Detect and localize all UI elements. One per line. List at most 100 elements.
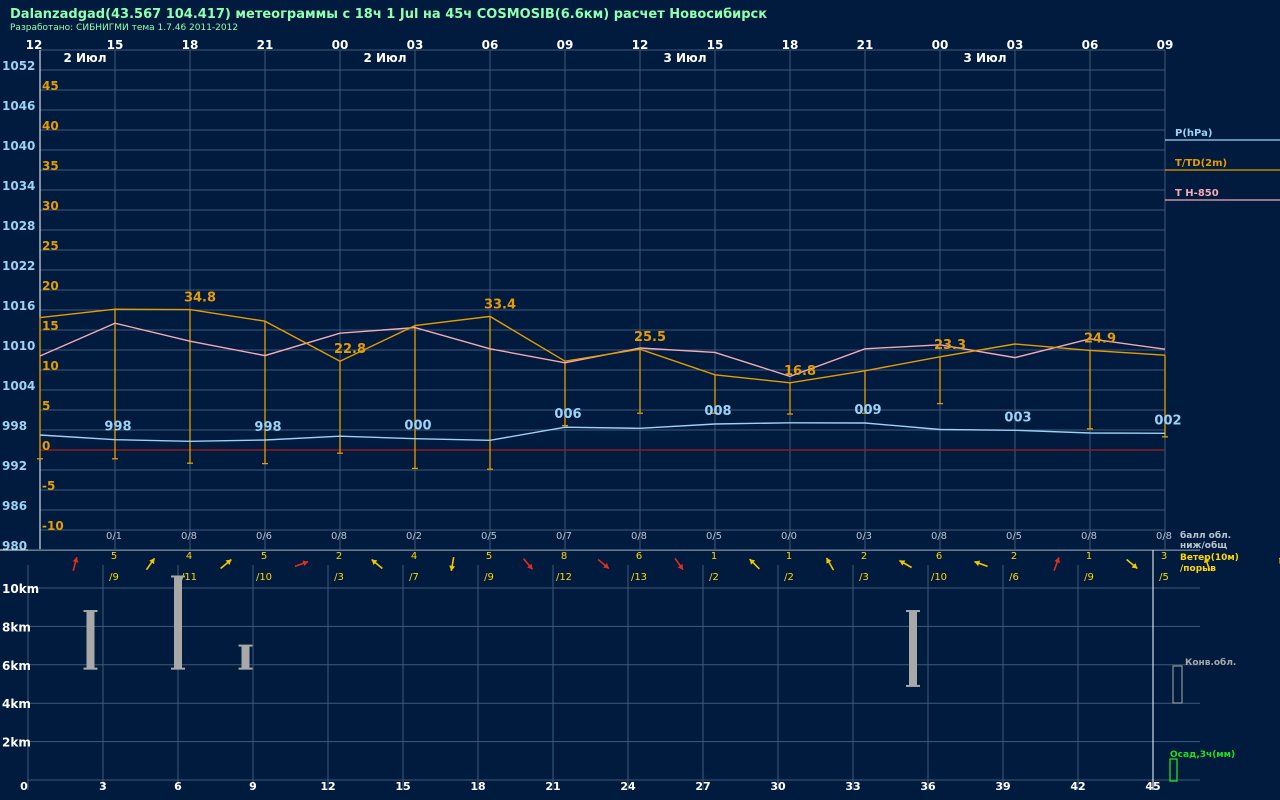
hour-label: 06 — [1082, 38, 1099, 52]
legend-label: T/TD(2m) — [1175, 158, 1227, 169]
wind-gust-label: /3 — [334, 572, 344, 583]
wind-arrow-head — [826, 557, 832, 564]
wind-speed-label: 1 — [711, 551, 717, 562]
forecast-hour-label: 27 — [695, 780, 710, 793]
temperature-tick-label: 45 — [42, 79, 59, 93]
wind-speed-label: 1 — [1086, 551, 1092, 562]
temperature-tick-label: 40 — [42, 119, 59, 133]
wind-gust-label: /10 — [931, 572, 947, 583]
hour-label: 00 — [332, 38, 349, 52]
precip-legend-label: Осад,3ч(мм) — [1170, 750, 1235, 760]
hour-label: 06 — [482, 38, 499, 52]
temperature-tick-label: -5 — [42, 479, 55, 493]
forecast-hour-label: 21 — [545, 780, 560, 793]
legend-label: T H-850 — [1175, 188, 1219, 199]
pressure-data-label: 009 — [854, 403, 881, 418]
wind-arrow-head — [899, 560, 906, 566]
wind-speed-label: 6 — [636, 551, 642, 562]
convective-legend-label: Конв.обл. — [1185, 657, 1236, 668]
wind-gust-label: /12 — [556, 572, 572, 583]
hour-label: 03 — [407, 38, 424, 52]
forecast-hour-label: 24 — [620, 780, 636, 793]
wind-speed-label: 5 — [486, 551, 492, 562]
forecast-hour-label: 18 — [470, 780, 485, 793]
wind-arrow-head — [749, 559, 756, 565]
hour-label: 18 — [782, 38, 799, 52]
cloud-cover-label: 0/8 — [631, 531, 647, 542]
km-tick-label: 4km — [2, 697, 31, 711]
km-tick-label: 10km — [2, 582, 39, 596]
wind-arrow-head — [1054, 557, 1060, 564]
pressure-tick-label: 1016 — [2, 299, 35, 313]
temperature-tick-label: 20 — [42, 279, 59, 293]
pressure-tick-label: 1040 — [2, 139, 35, 153]
hour-label: 15 — [107, 38, 124, 52]
wind-arrow-head — [677, 563, 683, 570]
cloud-cover-label: 0/8 — [1081, 531, 1097, 542]
wind-gust-label: /9 — [109, 572, 119, 583]
pressure-tick-label: 986 — [2, 499, 27, 513]
wind-speed-label: 2 — [336, 551, 342, 562]
cloud-cover-label: 0/5 — [1006, 531, 1022, 542]
hour-label: 03 — [1007, 38, 1024, 52]
cloud-cover-label: 0/8 — [181, 531, 197, 542]
temperature-tick-label: 0 — [42, 439, 50, 453]
km-tick-label: 8km — [2, 620, 31, 634]
wind-gust-label: /11 — [181, 572, 197, 583]
temperature-series — [39, 308, 1166, 384]
temperature-tick-label: 30 — [42, 199, 59, 213]
wind-speed-label: 2 — [861, 551, 867, 562]
wind-arrow-head — [72, 557, 79, 563]
pressure-tick-label: 1028 — [2, 219, 35, 233]
pressure-tick-label: 1022 — [2, 259, 35, 273]
forecast-hour-label: 3 — [99, 780, 107, 793]
convective-cloud-bar — [241, 645, 250, 669]
cloud-cover-title: балл обл. — [1180, 530, 1231, 541]
pressure-tick-label: 992 — [2, 459, 27, 473]
wind-gust-label: /9 — [1084, 572, 1094, 583]
wind-arrow-head — [225, 559, 232, 565]
pressure-data-label: 008 — [704, 404, 731, 419]
wind-arrow-head — [1204, 557, 1210, 564]
pressure-tick-label: 998 — [2, 419, 27, 433]
date-label: 3 Июл — [663, 51, 706, 65]
date-label: 2 Июл — [363, 51, 406, 65]
cloud-cover-title: ниж/общ — [1180, 540, 1227, 551]
cloud-cover-label: 0/8 — [331, 531, 347, 542]
hour-label: 12 — [26, 38, 43, 52]
legend-label: P(hPa) — [1175, 128, 1212, 139]
pressure-data-label: 003 — [1004, 410, 1031, 425]
wind-speed-label: 4 — [186, 551, 192, 562]
cloud-cover-label: 0/8 — [1156, 531, 1172, 542]
pressure-data-label: 998 — [254, 420, 281, 435]
temperature-data-label: 16.8 — [784, 364, 816, 379]
wind-gust-label: /2 — [709, 572, 719, 583]
convective-cloud-bar — [174, 576, 182, 669]
hour-label: 18 — [182, 38, 199, 52]
hour-label: 15 — [707, 38, 724, 52]
temperature-data-label: 22.8 — [334, 342, 366, 357]
temperature-data-label: 24.9 — [1084, 331, 1116, 346]
cloud-cover-label: 0/2 — [406, 531, 422, 542]
wind-gust-label: /3 — [859, 572, 869, 583]
temperature-tick-label: -10 — [42, 519, 64, 533]
wind-arrow-head — [449, 565, 456, 571]
wind-gust-label: /13 — [631, 572, 647, 583]
date-label: 2 Июл — [63, 51, 106, 65]
date-label: 3 Июл — [963, 51, 1006, 65]
forecast-hour-label: 6 — [174, 780, 182, 793]
wind-speed-label: 5 — [261, 551, 267, 562]
precip-legend-swatch — [1169, 758, 1178, 782]
cloud-cover-label: 0/6 — [256, 531, 272, 542]
temperature-tick-label: 15 — [42, 319, 59, 333]
wind-gust-label: /9 — [484, 572, 494, 583]
cloud-cover-label: 0/5 — [481, 531, 497, 542]
pressure-tick-label: 1034 — [2, 179, 35, 193]
temperature-tick-label: 5 — [42, 399, 50, 413]
pressure-series — [39, 422, 1166, 443]
hour-label: 00 — [932, 38, 949, 52]
wind-gust-label: /2 — [784, 572, 794, 583]
wind-arrow-head — [603, 563, 609, 569]
wind-arrow-head — [302, 560, 309, 567]
